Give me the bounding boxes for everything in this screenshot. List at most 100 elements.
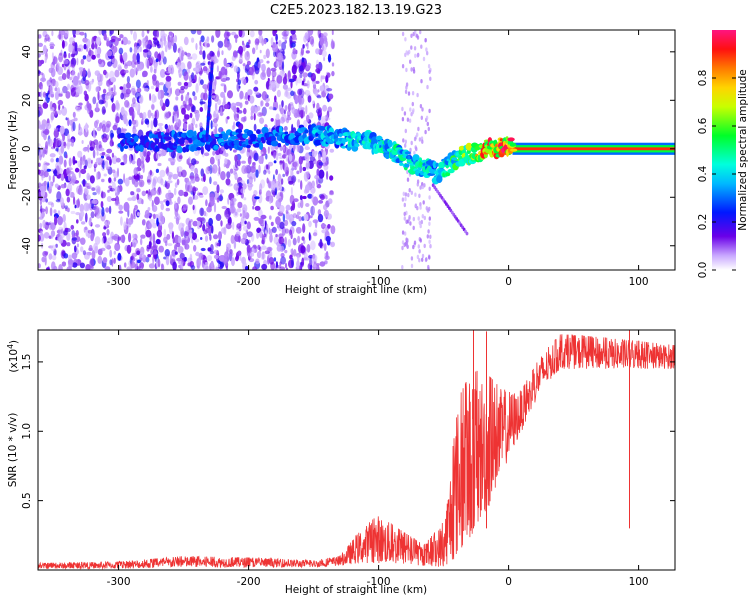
noise-speck [321,50,327,58]
noise-speck [199,122,203,129]
noise-speck [55,157,60,163]
noise-speck [275,153,279,161]
noise-speck [163,92,169,96]
noise-speck [59,52,63,56]
noise-speck [325,251,329,259]
noise-speck [108,177,112,183]
noise-speck [159,82,164,86]
noise-speck [66,69,71,80]
noise-speck [194,74,197,83]
noise-speck [111,197,117,202]
noise-speck [54,183,59,189]
colorbar-tick-label: 0.0 [697,262,709,279]
noise-speck [215,30,221,38]
carrier-band-core [512,147,675,151]
noise-speck [221,50,224,56]
noise-speck [282,84,288,90]
noise-speck [205,166,211,175]
noise-speck [103,69,107,76]
noise-speck [429,76,432,82]
noise-speck [172,237,175,244]
carrier-blob [399,162,404,166]
noise-speck [316,177,319,186]
carrier-blob [196,146,202,151]
noise-speck [112,141,114,146]
noise-speck [275,60,279,68]
noise-speck [92,199,98,204]
noise-speck [406,177,410,182]
noise-speck [272,107,277,111]
noise-speck [214,58,219,64]
noise-speck [133,153,136,161]
noise-speck [223,84,227,93]
noise-speck [266,60,270,64]
noise-speck [129,47,133,53]
noise-speck [51,52,54,60]
noise-speck [311,150,317,158]
noise-speck [199,101,206,105]
noise-speck [102,232,107,237]
noise-speck [243,197,247,201]
noise-speck [39,222,43,229]
noise-speck [68,47,71,52]
noise-speck [227,90,233,99]
noise-speck [200,79,204,85]
noise-speck [218,231,222,241]
y-tick-label: 1.5 [21,354,33,371]
noise-speck [265,153,268,160]
noise-speck [44,56,47,64]
noise-speck [140,238,143,246]
noise-speck [330,225,336,235]
noise-speck [281,31,284,36]
noise-speck [184,51,187,56]
noise-speck [172,42,177,53]
noise-speck [207,247,212,252]
noise-speck [120,106,125,116]
noise-speck [288,78,295,83]
noise-speck [193,95,197,101]
noise-speck [91,54,96,60]
noise-speck [237,110,243,114]
noise-speck [113,36,119,47]
carrier-blob [432,161,437,169]
noise-speck [162,33,168,38]
noise-speck [151,181,156,191]
noise-speck [323,56,326,62]
noise-speck [419,223,422,229]
noise-speck [178,155,183,160]
noise-speck [199,107,204,112]
noise-speck [120,92,125,100]
noise-speck [114,242,121,252]
noise-speck [147,254,152,258]
noise-speck [213,181,218,186]
noise-speck [43,170,49,178]
noise-speck [282,173,286,178]
noise-speck [213,234,219,240]
noise-speck [53,209,57,214]
noise-speck [225,178,231,186]
noise-speck [217,263,221,268]
noise-speck [299,73,303,79]
noise-speck [80,58,85,65]
noise-speck [190,265,196,270]
noise-speck [183,123,188,131]
noise-speck [115,116,120,124]
noise-speck [133,31,137,41]
noise-speck [296,254,300,262]
noise-speck [272,75,275,82]
noise-speck [257,61,262,69]
noise-speck [255,258,260,265]
noise-speck [113,91,117,96]
noise-speck [65,117,68,121]
carrier-blob [317,131,323,135]
noise-speck [300,47,304,56]
noise-speck [85,38,91,49]
noise-speck [418,220,421,225]
noise-speck [419,205,422,210]
noise-speck [185,235,188,240]
y-tick-label: 40 [21,45,33,58]
noise-speck [270,180,276,191]
noise-speck [258,164,261,174]
noise-speck [176,257,182,262]
carrier-blob [451,157,458,161]
